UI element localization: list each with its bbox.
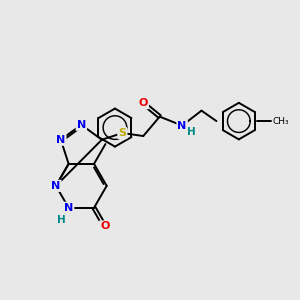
Text: N: N bbox=[77, 120, 86, 130]
Text: H: H bbox=[57, 215, 66, 225]
Text: N: N bbox=[64, 203, 73, 213]
Text: O: O bbox=[100, 221, 110, 232]
Text: N: N bbox=[51, 181, 61, 191]
Text: O: O bbox=[100, 221, 110, 232]
Text: N: N bbox=[56, 135, 65, 145]
Text: N: N bbox=[51, 181, 61, 191]
Text: N: N bbox=[56, 135, 65, 145]
Text: H: H bbox=[187, 127, 195, 137]
Text: N: N bbox=[178, 121, 187, 130]
Text: N: N bbox=[77, 120, 86, 130]
Text: N: N bbox=[178, 121, 187, 130]
Text: S: S bbox=[118, 128, 126, 138]
Text: N: N bbox=[64, 203, 73, 213]
Text: H: H bbox=[57, 215, 66, 225]
Text: O: O bbox=[139, 98, 148, 108]
Text: CH₃: CH₃ bbox=[272, 117, 289, 126]
Text: H: H bbox=[187, 127, 195, 137]
Text: O: O bbox=[139, 98, 148, 108]
Text: S: S bbox=[118, 128, 126, 138]
